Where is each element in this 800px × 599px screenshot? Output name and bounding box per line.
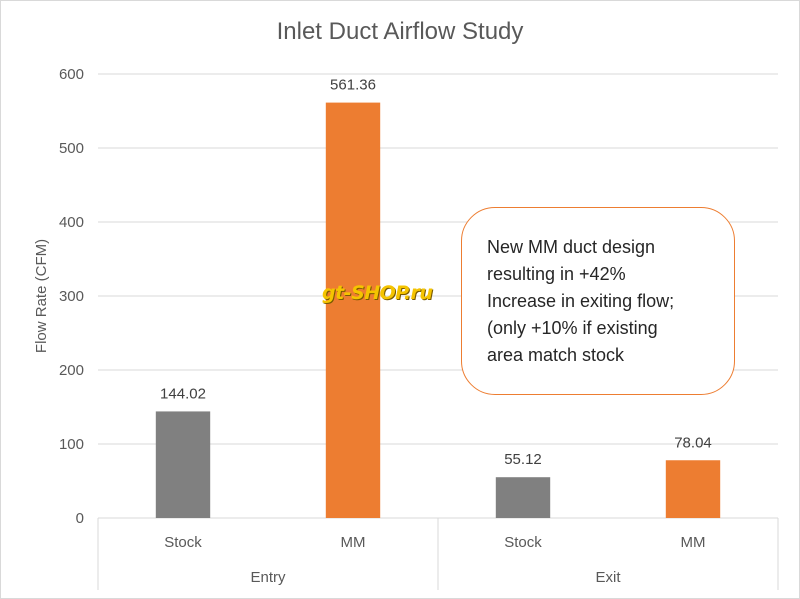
y-axis-label: Flow Rate (CFM) (33, 239, 50, 353)
chart-title: Inlet Duct Airflow Study (276, 18, 524, 45)
bar (325, 102, 381, 518)
y-tick-label: 300 (59, 288, 84, 305)
x-tick-label: MM (681, 534, 706, 551)
y-tick-label: 100 (59, 436, 84, 453)
bar (155, 411, 211, 518)
data-label: 144.02 (160, 385, 206, 402)
callout-line-1: New MM duct design (487, 237, 656, 257)
x-tick-label: MM (341, 534, 366, 551)
data-label: 55.12 (504, 451, 542, 468)
callout-line-5: area match stock (487, 345, 625, 365)
x-tick-label: Stock (504, 534, 542, 551)
group-label: Exit (595, 569, 621, 586)
group-label: Entry (250, 569, 286, 586)
data-label: 78.04 (674, 434, 712, 451)
bar (495, 477, 551, 518)
callout-line-3: Increase in exiting flow; (487, 291, 675, 311)
data-label: 561.36 (330, 77, 376, 94)
callout-line-2: resulting in +42% (487, 264, 626, 284)
y-tick-label: 400 (59, 214, 84, 231)
callout-line-4: (only +10% if existing (487, 318, 658, 338)
bar (665, 460, 721, 518)
y-tick-label: 200 (59, 362, 84, 379)
x-tick-label: Stock (164, 534, 202, 551)
annotation-callout: New MM duct design resulting in +42% Inc… (461, 207, 735, 395)
watermark-logo: gt-SHOP.ru (322, 282, 433, 304)
y-tick-label: 600 (59, 66, 84, 83)
y-tick-label: 0 (76, 510, 84, 527)
y-tick-label: 500 (59, 140, 84, 157)
